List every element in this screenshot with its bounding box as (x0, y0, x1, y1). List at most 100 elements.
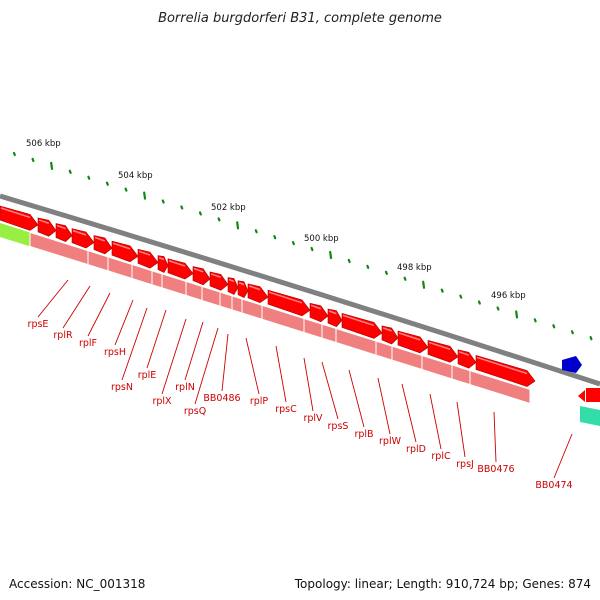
partial-feature-left (0, 223, 30, 247)
gene-callout-line (221, 333, 229, 392)
scale-label: 498 kbp (397, 263, 432, 273)
gene-label: rpsC (275, 404, 297, 415)
minor-tick (198, 211, 202, 216)
gene-callout-line (62, 285, 91, 329)
gene-label: rplC (431, 451, 451, 462)
accession-text: Accession: NC_001318 (9, 577, 146, 591)
scale-label: 502 kbp (211, 203, 246, 213)
gene-callout-line (493, 411, 497, 463)
gene-arrow (93, 235, 113, 255)
gene-highlight (94, 236, 106, 242)
gene-callout-line (161, 318, 187, 395)
major-tick (422, 280, 426, 289)
gene-highlight (248, 285, 261, 291)
gene-arrow (227, 277, 239, 295)
gene-highlight (193, 267, 204, 273)
scale-label: 496 kbp (491, 291, 526, 301)
scale-ticks (12, 151, 593, 341)
gene-callout-line (321, 361, 339, 420)
gene-label: rpsS (328, 421, 349, 432)
protein-segment (201, 285, 221, 307)
backbone-line (0, 193, 600, 387)
minor-tick (366, 264, 370, 269)
gene-callout-line (456, 401, 466, 458)
minor-tick (477, 300, 481, 305)
gene-highlight (476, 356, 528, 375)
gene-label: rplW (379, 436, 402, 447)
gene-highlight (342, 314, 375, 327)
map-title: Borrelia burgdorferi B31, complete genom… (158, 11, 442, 26)
gene-highlight (158, 256, 165, 261)
major-tick (143, 191, 147, 200)
gene-callout-line (146, 309, 167, 369)
gene-highlight (382, 327, 392, 332)
minor-tick (68, 169, 72, 174)
gene-arrow (309, 302, 329, 323)
minor-tick (403, 276, 407, 281)
minor-tick (273, 235, 277, 240)
gene-highlight (168, 260, 186, 267)
minor-tick (570, 330, 574, 335)
gene-label: rpsJ (456, 459, 474, 470)
minor-tick (12, 151, 16, 157)
scale-label: 504 kbp (118, 171, 153, 181)
scale-label: 500 kbp (304, 234, 339, 244)
gene-highlight (238, 282, 245, 286)
gene-highlight (112, 242, 131, 250)
gene-arrow (111, 240, 139, 263)
genome-backbone (0, 193, 600, 387)
gene-arrow (237, 280, 249, 299)
genome-summary-text: Topology: linear; Length: 910,724 bp; Ge… (294, 577, 591, 591)
gene-label: rpsH (104, 347, 126, 358)
gene-callout-line (377, 377, 391, 435)
gene-highlight (228, 278, 235, 283)
scale-label: 506 kbp (26, 139, 61, 149)
gene-callout-line (194, 327, 219, 405)
gene-label: rplX (152, 396, 172, 407)
gene-callout-line (553, 433, 573, 479)
gene-label: rplP (250, 396, 269, 407)
gene-highlight (210, 273, 222, 279)
protein-segment (321, 323, 337, 344)
gene-callout-line (121, 307, 148, 381)
gene-arrow (37, 217, 57, 237)
minor-tick (161, 199, 165, 204)
major-tick (329, 250, 333, 260)
gene-callout-line (87, 292, 111, 337)
gene-arrow (192, 266, 211, 286)
blue-feature (562, 356, 582, 373)
gene-label: rplE (138, 370, 157, 381)
red-feature-right-block (586, 388, 600, 402)
major-tick (50, 161, 54, 170)
gene-arrow (55, 223, 73, 242)
gene-arrow (397, 330, 429, 354)
gene-arrow (167, 258, 194, 280)
gene-arrow (327, 308, 343, 327)
gene-highlight (38, 219, 50, 225)
gene-arrow (247, 283, 269, 303)
gene-callout-line (184, 321, 204, 381)
minor-tick (254, 229, 258, 234)
minor-tick (31, 157, 35, 163)
protein-segment (219, 291, 233, 311)
gene-label: rplF (79, 338, 97, 349)
gene-highlight (428, 341, 451, 351)
gene-arrow (267, 289, 311, 317)
gene-highlight (138, 250, 151, 256)
partial-feature-right (580, 406, 600, 426)
minor-tick (459, 294, 463, 299)
gene-highlight (458, 351, 470, 356)
protein-segment (375, 340, 393, 361)
gene-callout-line (37, 279, 69, 318)
gene-highlight (398, 332, 421, 341)
gene-label-lines (37, 279, 573, 479)
gene-arrow (157, 255, 169, 273)
protein-segment (185, 280, 203, 302)
scale-labels: 506 kbp 504 kbp 502 kbp 500 kbp 498 kbp 496 k… (26, 139, 526, 301)
gene-callout-line (303, 357, 314, 412)
gene-callout-line (348, 369, 365, 428)
minor-tick (310, 246, 314, 252)
gene-arrow (475, 355, 536, 387)
